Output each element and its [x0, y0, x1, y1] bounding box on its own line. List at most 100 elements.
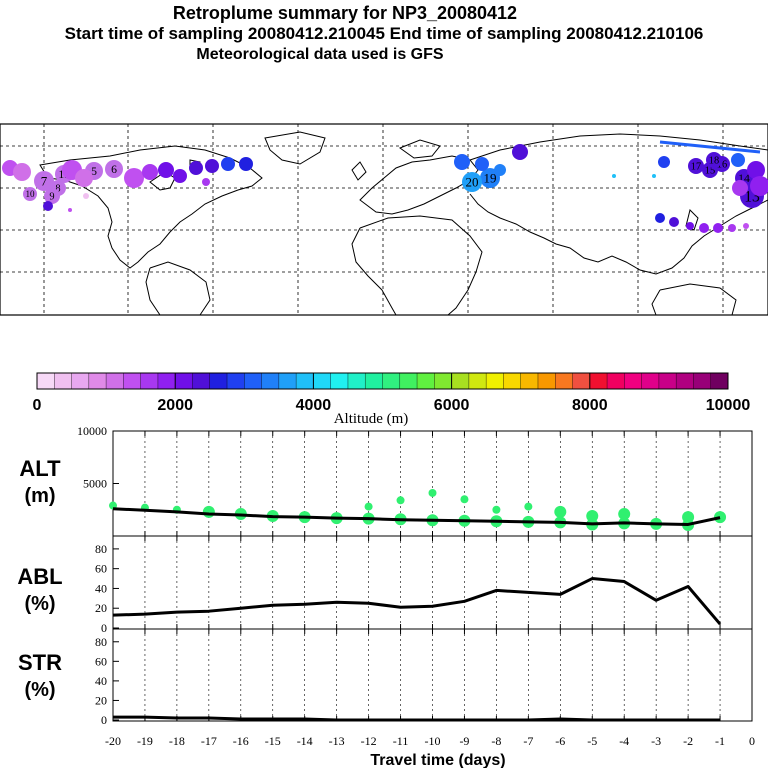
str-unit: (%): [24, 679, 55, 701]
plume-marker: [43, 201, 53, 211]
plume-marker-label: 16: [717, 160, 727, 171]
y-tick-label: 10000: [77, 424, 107, 438]
series-line: [112, 577, 722, 626]
colorbar-swatch: [296, 373, 314, 389]
plume-marker: [454, 154, 470, 170]
alt-label: ALT: [19, 456, 61, 481]
plume-marker: [142, 164, 158, 180]
plume-marker: [239, 157, 253, 171]
colorbar-swatch: [417, 373, 435, 389]
colorbar-swatch: [347, 373, 366, 389]
plume-marker: [731, 153, 745, 167]
plume-marker-label: 8: [55, 184, 60, 195]
plume-marker: [221, 157, 235, 171]
x-tick-label: -18: [169, 734, 185, 748]
colorbar-tick-label: 2000: [157, 397, 193, 414]
colorbar-swatch: [54, 373, 72, 389]
plume-marker: [124, 168, 144, 188]
x-tick-label: -2: [683, 734, 693, 748]
y-tick-label: 60: [95, 654, 107, 668]
colorbar-swatch: [88, 373, 107, 389]
x-tick-label: -15: [265, 734, 281, 748]
colorbar-swatch: [382, 373, 401, 389]
plume-markers: 5678910111920131415161718: [2, 140, 768, 233]
plume-marker: [205, 159, 219, 173]
x-tick-label: -16: [233, 734, 249, 748]
plume-marker-label: 10: [25, 189, 35, 199]
colorbar-swatch: [157, 373, 176, 389]
x-tick-label: -5: [587, 734, 597, 748]
plume-marker-label: 17: [691, 162, 701, 173]
panel-abl: 80 60 40 20 0: [95, 535, 753, 635]
series-line: [113, 715, 721, 722]
met-data-note: Meteorological data used is GFS: [196, 46, 444, 63]
x-tick-label: -10: [425, 734, 441, 748]
x-tick-label: -3: [651, 734, 661, 748]
y-tick-label: 60: [95, 562, 107, 576]
plume-marker: [75, 169, 93, 187]
y-tick-label: 5000: [83, 477, 107, 491]
y-tick-label: 20: [95, 693, 107, 707]
y-tick-label: 0: [101, 621, 107, 635]
plume-marker: [44, 188, 60, 204]
plume-marker: [686, 222, 694, 230]
x-tick-label: -14: [297, 734, 313, 748]
plume-marker-label: 5: [91, 165, 97, 178]
coastlines: [39, 131, 768, 316]
x-tick-label: -6: [555, 734, 565, 748]
colorbar-tick-label: 10000: [706, 397, 751, 414]
colorbar-swatch: [468, 373, 487, 389]
scatter-point: [460, 495, 469, 504]
alt-unit: (m): [24, 485, 55, 507]
colorbar-swatch: [537, 373, 556, 389]
plume-marker: [728, 224, 736, 232]
colorbar-tick-label: 8000: [572, 397, 608, 414]
colorbar-swatch: [71, 373, 90, 389]
colorbar-swatch: [710, 373, 729, 389]
plume-marker: [658, 156, 670, 168]
scatter-point: [524, 502, 533, 511]
colorbar-swatch: [641, 373, 660, 389]
colorbar-swatch: [503, 373, 521, 389]
plume-marker: [747, 161, 765, 179]
plume-marker: [655, 213, 665, 223]
page-title: Retroplume summary for NP3_20080412: [172, 3, 518, 23]
x-tick-label: -12: [361, 734, 377, 748]
x-tick-label: -11: [393, 734, 409, 748]
plume-marker: [68, 208, 72, 212]
colorbar-swatch: [261, 373, 280, 389]
altitude-colorbar: 0 2000 4000 6000 8000 10000 Altitude (m): [33, 372, 751, 427]
map-panel: 5678910111920131415161718: [0, 123, 768, 316]
colorbar-swatch: [278, 373, 297, 389]
x-tick-label: -4: [619, 734, 629, 748]
colorbar-swatch: [399, 373, 418, 389]
x-tick-label: -19: [137, 734, 153, 748]
plume-marker: [743, 223, 749, 229]
colorbar-swatch: [227, 373, 245, 389]
plume-marker: [202, 178, 210, 186]
x-tick-label: -13: [329, 734, 345, 748]
abl-label: ABL: [17, 564, 62, 589]
plume-marker: [34, 171, 54, 191]
colorbar-tick-label: 6000: [434, 397, 470, 414]
colorbar-swatch: [37, 373, 55, 389]
colorbar-swatch: [572, 373, 591, 389]
plume-marker: [23, 187, 37, 201]
str-label: STR: [18, 650, 62, 675]
scatter-point: [396, 496, 405, 505]
colorbar-tick-label: 0: [33, 397, 42, 414]
colorbar-swatch: [313, 373, 331, 389]
y-tick-label: 0: [101, 713, 107, 727]
scatter-point: [428, 488, 437, 497]
plume-marker: [512, 144, 528, 160]
colorbar-title: Altitude (m): [334, 411, 409, 427]
plume-marker-label: 14: [738, 172, 750, 185]
plume-marker: [688, 158, 704, 174]
colorbar-tick-label: 4000: [296, 397, 332, 414]
plume-marker: [713, 223, 723, 233]
y-tick-label: 40: [95, 674, 107, 688]
colorbar-swatch: [330, 373, 349, 389]
plume-marker-label: 19: [484, 171, 497, 186]
plume-marker-label: 15: [705, 166, 715, 177]
plume-track: [659, 140, 761, 154]
